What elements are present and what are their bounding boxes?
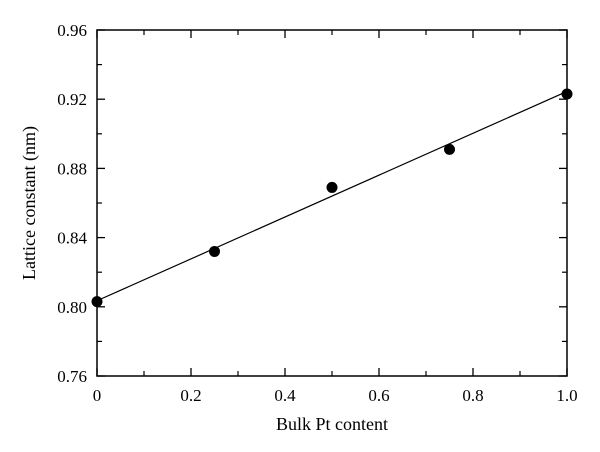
x-tick-label: 0 <box>93 386 102 405</box>
y-axis-title: Lattice constant (nm) <box>19 126 40 280</box>
y-tick-label: 0.84 <box>57 229 87 248</box>
x-tick-label: 0.2 <box>180 386 201 405</box>
ticks <box>96 29 568 377</box>
y-tick-label: 0.76 <box>57 367 87 386</box>
y-tick-label: 0.80 <box>57 298 87 317</box>
data-point <box>444 143 455 155</box>
data-point <box>326 181 338 193</box>
x-tick-label: 1.0 <box>556 386 577 405</box>
plot-frame <box>96 29 568 377</box>
x-tick-label: 0.4 <box>274 386 296 405</box>
data-point <box>209 245 220 257</box>
data-points <box>91 88 573 308</box>
x-tick-label: 0.8 <box>462 386 483 405</box>
y-tick-label: 0.88 <box>57 159 87 178</box>
tick-labels: 0 0.2 0.4 0.6 0.8 1.0 0.76 0.80 0.84 0.88 0.92 0.96 <box>57 21 577 405</box>
x-tick-label: 0.6 <box>368 386 389 405</box>
y-tick-label: 0.92 <box>57 90 87 109</box>
fit-line <box>96 90 568 302</box>
x-axis-title: Bulk Pt content <box>276 414 388 434</box>
y-tick-label: 0.96 <box>57 21 87 40</box>
